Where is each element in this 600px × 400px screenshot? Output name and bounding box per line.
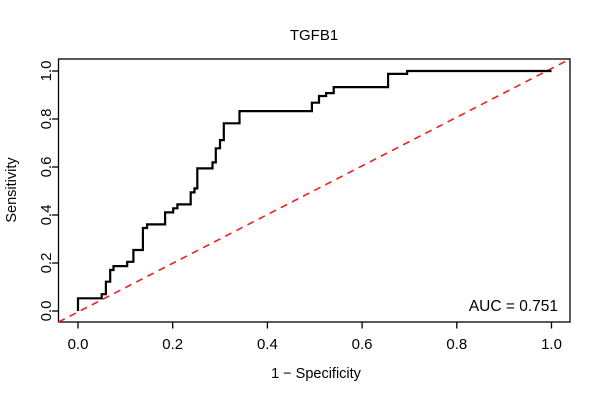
x-tick-label: 0.8 [446,336,467,353]
chart-title: TGFB1 [290,27,338,44]
plot-layer: 0.0 0.2 0.4 0.6 0.8 1.0 0.0 0.2 0.4 0.6 0.8 1.0 [38,58,571,353]
x-tick-label: 0.2 [162,336,183,353]
x-tick-label: 1.0 [541,336,562,353]
y-tick-label: 0.0 [38,301,55,322]
roc-curve-path [76,69,552,311]
y-axis-label: Sensitivity [4,157,20,223]
reference-diagonal [58,58,571,323]
x-tick-label: 0.6 [352,336,373,353]
x-axis-label: 1 − Specificity [271,366,362,382]
y-tick-label: 0.8 [38,109,55,130]
y-tick-label: 0.2 [38,253,55,274]
plot-box [57,58,571,323]
y-tick-label: 1.0 [38,61,55,82]
x-tick-label: 0.0 [68,336,89,353]
y-tick-label: 0.6 [38,157,55,178]
y-tick-label: 0.4 [38,205,55,226]
x-tick-label: 0.4 [257,336,278,353]
auc-annotation: AUC = 0.751 [469,298,558,315]
